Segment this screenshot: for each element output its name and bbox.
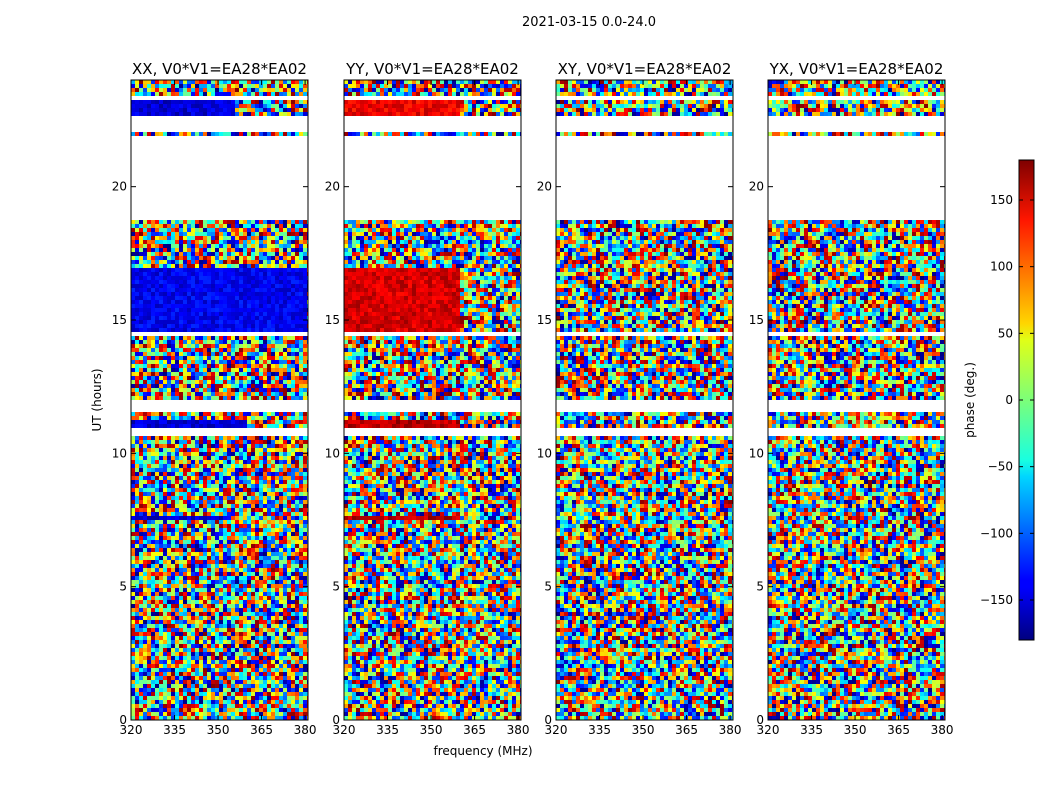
- y-tick-label: 20: [749, 180, 764, 194]
- panel-title: XX, V0*V1=EA28*EA02: [132, 60, 307, 78]
- y-tick-label: 15: [749, 313, 764, 327]
- x-axis-label: frequency (MHz): [433, 744, 532, 758]
- colorbar-tick-label: −100: [980, 526, 1013, 540]
- colorbar-tick-label: 100: [990, 260, 1013, 274]
- y-tick-label: 20: [537, 180, 552, 194]
- y-tick-label: 0: [332, 713, 340, 727]
- y-tick-label: 5: [544, 580, 552, 594]
- x-tick-label: 320: [757, 723, 780, 737]
- y-tick-label: 10: [537, 446, 552, 460]
- x-tick-label: 350: [632, 723, 655, 737]
- x-tick-label: 380: [719, 723, 742, 737]
- phase-image-yx: [768, 80, 945, 720]
- colorbar-tick-label: 150: [990, 193, 1013, 207]
- colorbar: phase (deg.) −150 −100 −50 0 50 100 150: [963, 159, 1035, 641]
- figure-title: 2021-03-15 0.0-24.0: [522, 15, 656, 30]
- x-tick-label: 350: [420, 723, 443, 737]
- y-tick-label: 0: [756, 713, 764, 727]
- axes-frame: [555, 79, 734, 721]
- y-tick-label: 0: [119, 713, 127, 727]
- x-tick-label: 335: [588, 723, 611, 737]
- x-tick-label: 335: [800, 723, 823, 737]
- x-tick-label: 350: [844, 723, 867, 737]
- x-tick-label: 380: [294, 723, 317, 737]
- colorbar-tick-label: −150: [980, 593, 1013, 607]
- colorbar-tick-label: 0: [1005, 393, 1013, 407]
- x-tick-label: 365: [250, 723, 273, 737]
- y-tick-label: 15: [112, 313, 127, 327]
- y-tick-label: 10: [112, 446, 127, 460]
- y-tick-label: 5: [119, 580, 127, 594]
- x-tick-label: 320: [333, 723, 356, 737]
- panel-yx: YX, V0*V1=EA28*EA02 320 335 350 365 380 0 5 10 15…: [749, 60, 954, 737]
- panel-yy: YY, V0*V1=EA28*EA02 320 335 350 365 380 0 5 10 15…: [325, 60, 530, 737]
- y-tick-label: 20: [325, 180, 340, 194]
- y-tick-label: 15: [537, 313, 552, 327]
- y-tick-label: 5: [756, 580, 764, 594]
- axes-frame: [130, 79, 309, 721]
- x-tick-label: 365: [463, 723, 486, 737]
- x-tick-label: 365: [887, 723, 910, 737]
- phase-image-xx: [131, 80, 308, 720]
- y-tick-label: 0: [544, 713, 552, 727]
- y-tick-label: 5: [332, 580, 340, 594]
- x-tick-label: 380: [931, 723, 954, 737]
- x-tick-label: 320: [120, 723, 143, 737]
- x-tick-label: 350: [207, 723, 230, 737]
- x-tick-label: 335: [376, 723, 399, 737]
- panel-title: YY, V0*V1=EA28*EA02: [345, 60, 519, 78]
- panel-xy: XY, V0*V1=EA28*EA02 320 335 350 365 380 0 5 10 15…: [537, 60, 742, 737]
- phase-image-xy: [556, 80, 733, 720]
- y-tick-label: 20: [112, 180, 127, 194]
- y-tick-label: 10: [325, 446, 340, 460]
- x-tick-label: 335: [163, 723, 186, 737]
- y-tick-label: 15: [325, 313, 340, 327]
- colorbar-tick-label: 50: [998, 326, 1013, 340]
- axes-frame: [343, 79, 522, 721]
- panel-title: YX, V0*V1=EA28*EA02: [769, 60, 944, 78]
- y-axis-label: UT (hours): [90, 368, 104, 431]
- x-tick-label: 320: [545, 723, 568, 737]
- panel-title: XY, V0*V1=EA28*EA02: [558, 60, 732, 78]
- y-tick-label: 10: [749, 446, 764, 460]
- x-tick-label: 365: [675, 723, 698, 737]
- colorbar-label: phase (deg.): [963, 362, 977, 438]
- colorbar-tick-label: −50: [988, 460, 1013, 474]
- phase-image-yy: [344, 80, 521, 720]
- axes-frame: [767, 79, 946, 721]
- panel-xx: XX, V0*V1=EA28*EA02 320 335 350 365 380 0 5 10 15…: [112, 60, 317, 737]
- x-tick-label: 380: [507, 723, 530, 737]
